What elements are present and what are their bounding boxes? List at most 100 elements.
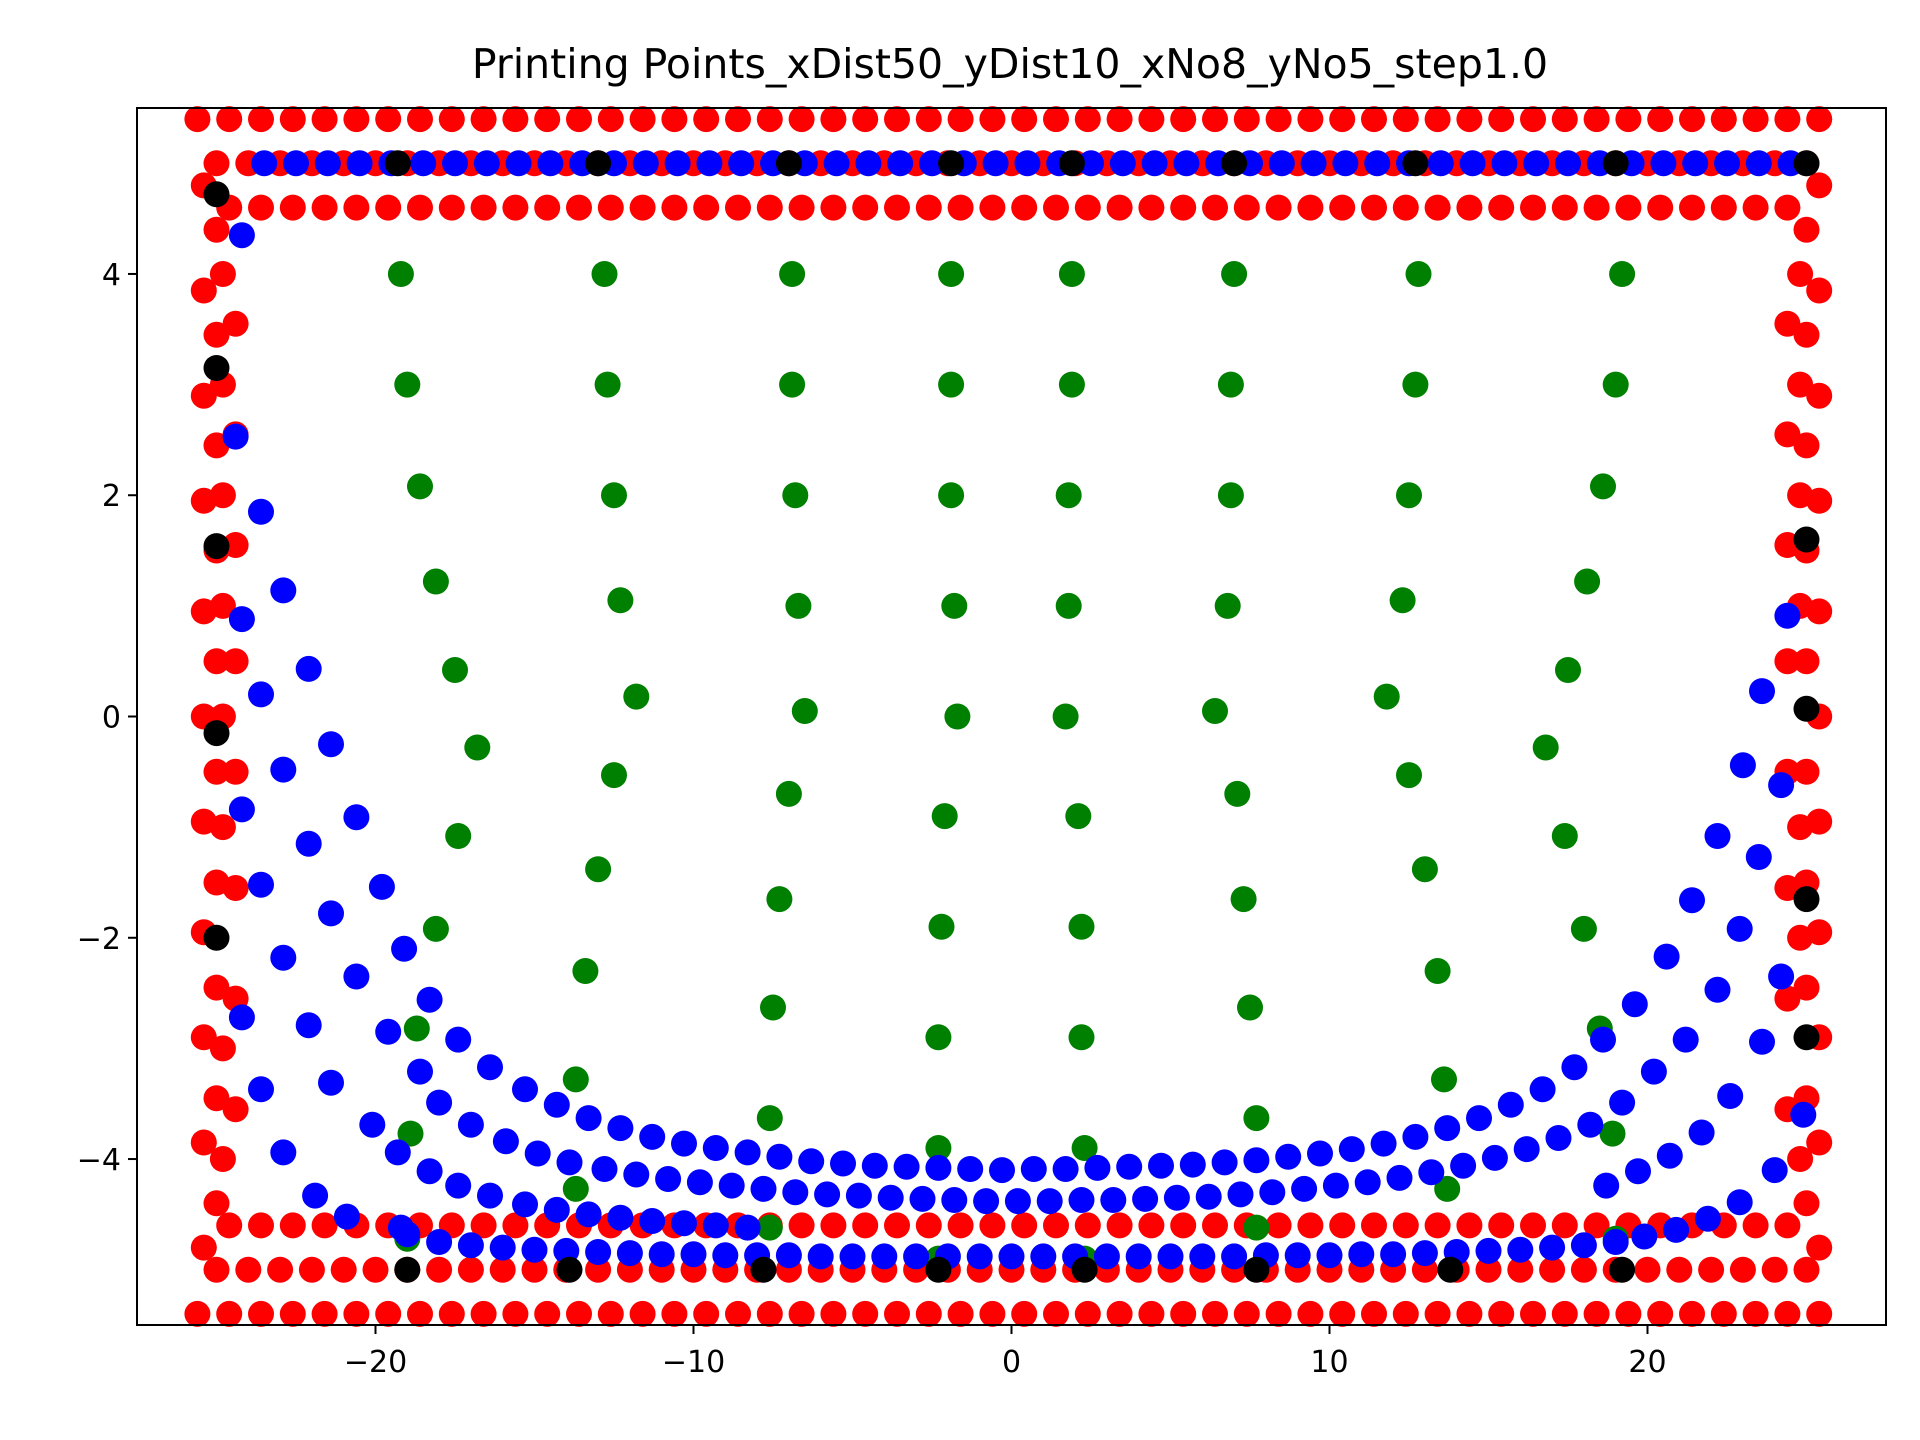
- series-2-point-34: [1332, 150, 1359, 177]
- series-2-point-192: [1602, 1229, 1629, 1255]
- series-2-point-153: [1418, 1159, 1445, 1186]
- series-0-point-251: [1729, 1256, 1756, 1283]
- series-2-point-144: [1275, 1143, 1302, 1170]
- series-0-point-329: [209, 482, 236, 509]
- series-1-point-65: [1373, 683, 1400, 710]
- series-0-point-32: [1202, 106, 1228, 133]
- series-2-point-199: [1380, 1241, 1407, 1268]
- series-2-point-105: [686, 1169, 713, 1196]
- series-2-point-82: [445, 1026, 472, 1053]
- series-0-point-33: [1233, 106, 1260, 133]
- series-0-point-278: [947, 1300, 974, 1327]
- series-0-point-154: [248, 1212, 274, 1239]
- series-0-point-182: [1138, 1212, 1165, 1239]
- series-0-point-9: [470, 106, 497, 133]
- series-0-point-161: [470, 1212, 497, 1239]
- series-2-point-76: [384, 1139, 411, 1166]
- series-1-point-77: [1551, 823, 1578, 849]
- series-0-point-1: [216, 106, 243, 133]
- series-0-point-8: [438, 106, 465, 133]
- series-2-point-50: [222, 423, 249, 450]
- series-2-point-155: [1450, 1152, 1477, 1179]
- series-0-point-288: [1265, 1300, 1292, 1327]
- series-0-point-125: [915, 194, 942, 221]
- series-2-point-193: [1570, 1232, 1597, 1259]
- series-0-point-308: [190, 382, 217, 409]
- series-0-point-17: [725, 106, 751, 133]
- series-0-point-307: [190, 277, 217, 304]
- series-0-point-106: [311, 194, 338, 221]
- series-0-point-108: [375, 194, 402, 221]
- series-1-point-42: [1058, 371, 1085, 398]
- series-2-point-46: [1714, 150, 1740, 177]
- series-0-point-344: [1806, 277, 1833, 304]
- series-2-point-228: [457, 1232, 484, 1259]
- series-2-point-110: [734, 1214, 761, 1241]
- series-2-point-142: [1243, 1147, 1270, 1174]
- x-tick-label: 20: [1628, 1345, 1666, 1380]
- series-2-point-87: [492, 1128, 519, 1155]
- series-2-point-208: [1093, 1243, 1120, 1270]
- series-2-point-195: [1507, 1236, 1534, 1263]
- series-2-point-2: [314, 150, 341, 177]
- series-0-point-190: [1392, 1212, 1419, 1239]
- series-2-point-205: [1189, 1243, 1216, 1270]
- series-0-point-301: [1679, 1300, 1705, 1327]
- series-2-point-3: [346, 150, 373, 177]
- series-0-point-21: [852, 106, 879, 133]
- series-3-point-6: [1793, 526, 1820, 553]
- series-0-point-355: [1793, 321, 1820, 348]
- series-2-point-132: [1084, 1154, 1111, 1181]
- series-0-point-281: [1043, 1300, 1069, 1327]
- series-2-point-86: [477, 1182, 503, 1209]
- series-0-point-135: [1233, 194, 1260, 221]
- series-0-point-142: [1456, 194, 1483, 221]
- series-2-point-230: [387, 1214, 414, 1241]
- series-2-point-58: [270, 577, 297, 604]
- series-0-point-372: [1774, 421, 1801, 448]
- series-0-point-258: [311, 1300, 338, 1327]
- series-1-point-36: [931, 803, 958, 830]
- series-2-point-45: [1682, 150, 1709, 177]
- series-0-point-24: [947, 106, 974, 133]
- series-0-point-104: [248, 194, 274, 221]
- series-2-point-139: [1195, 1183, 1222, 1210]
- series-0-point-180: [1074, 1212, 1101, 1239]
- series-0-point-27: [1043, 106, 1069, 133]
- series-2-point-38: [1459, 150, 1486, 177]
- series-0-point-122: [820, 194, 847, 221]
- series-0-point-123: [852, 194, 879, 221]
- series-2-point-212: [966, 1243, 993, 1270]
- series-0-point-315: [190, 1129, 217, 1156]
- series-2-point-107: [702, 1212, 729, 1239]
- series-0-point-287: [1233, 1300, 1260, 1327]
- series-2-point-126: [989, 1157, 1015, 1184]
- series-2-point-221: [680, 1241, 707, 1268]
- series-3-point-8: [1793, 886, 1820, 913]
- series-0-point-263: [470, 1300, 497, 1327]
- series-0-point-46: [1647, 106, 1674, 133]
- series-2-point-137: [1163, 1184, 1190, 1211]
- series-1-point-64: [1389, 587, 1416, 614]
- series-2-point-125: [973, 1188, 1000, 1215]
- series-0-point-114: [566, 194, 592, 221]
- series-1-point-48: [1068, 1024, 1095, 1051]
- series-2-point-119: [877, 1184, 904, 1211]
- series-0-point-334: [209, 1146, 236, 1172]
- series-2-point-65: [302, 1182, 329, 1209]
- series-3-point-4: [203, 924, 230, 951]
- series-2-point-162: [1561, 1054, 1588, 1081]
- series-0-point-2: [248, 106, 274, 133]
- series-2-point-215: [871, 1243, 898, 1270]
- series-0-point-14: [629, 106, 656, 133]
- series-0-point-248: [1634, 1256, 1661, 1283]
- series-0-point-117: [661, 194, 688, 221]
- series-2-point-29: [1173, 150, 1200, 177]
- series-2-point-5: [410, 150, 437, 177]
- series-2-point-168: [1625, 1158, 1651, 1185]
- series-0-point-177: [979, 1212, 1006, 1239]
- series-2-point-190: [1663, 1216, 1690, 1243]
- series-3-point-0: [203, 181, 230, 208]
- series-2-point-211: [998, 1243, 1025, 1270]
- series-3-point-3: [203, 720, 230, 747]
